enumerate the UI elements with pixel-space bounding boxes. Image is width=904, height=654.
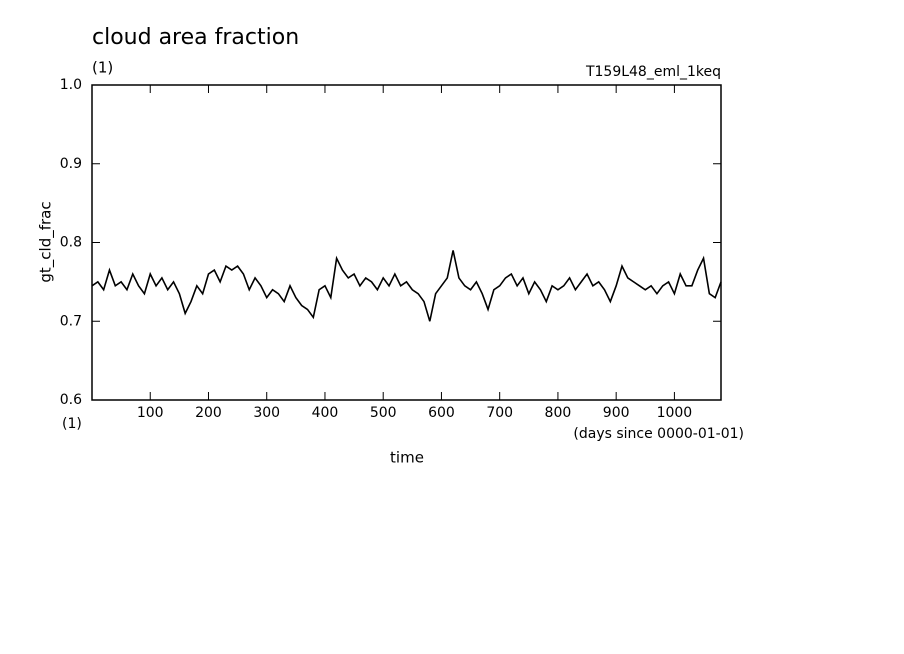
x-tick-label: 900 [603,405,630,421]
y-tick-label: 1.0 [60,77,82,93]
plot-frame [91,84,722,401]
x-note: (days since 0000-01-01) [573,426,744,442]
x-tick-label: 600 [428,405,455,421]
subtitle: T159L48_eml_1keq [585,64,721,80]
y-tick-label: 0.9 [60,156,82,172]
y-axis-label: gt_cld_frac [37,201,56,282]
y-tick-label: 0.8 [60,235,82,251]
x-tick-label: 100 [137,405,164,421]
x-unit: (1) [62,416,82,432]
series-line [91,250,722,322]
x-tick-label: 1000 [657,405,693,421]
y-tick-label: 0.7 [60,313,82,329]
x-tick-label: 500 [370,405,397,421]
x-axis-label: time [390,449,424,467]
chart-title: cloud area fraction [92,25,299,50]
y-tick-label: 0.6 [60,392,82,408]
x-tick-label: 200 [195,405,222,421]
x-tick-label: 400 [312,405,339,421]
title-unit: (1) [92,59,113,77]
x-tick-label: 700 [486,405,513,421]
x-tick-label: 800 [545,405,572,421]
x-tick-label: 300 [253,405,280,421]
